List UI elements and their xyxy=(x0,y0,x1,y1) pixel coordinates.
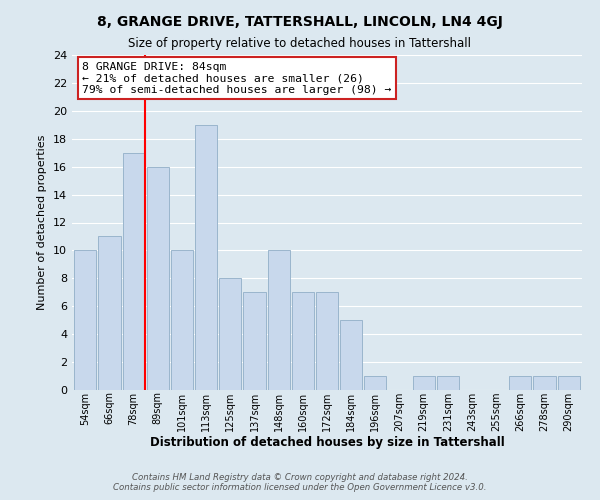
Bar xyxy=(557,376,580,390)
Bar xyxy=(413,376,435,390)
Bar xyxy=(316,292,338,390)
Bar xyxy=(340,320,362,390)
Bar xyxy=(437,376,459,390)
Bar xyxy=(98,236,121,390)
Text: 8, GRANGE DRIVE, TATTERSHALL, LINCOLN, LN4 4GJ: 8, GRANGE DRIVE, TATTERSHALL, LINCOLN, L… xyxy=(97,15,503,29)
Text: Size of property relative to detached houses in Tattershall: Size of property relative to detached ho… xyxy=(128,38,472,51)
Bar xyxy=(268,250,290,390)
Text: 8 GRANGE DRIVE: 84sqm
← 21% of detached houses are smaller (26)
79% of semi-deta: 8 GRANGE DRIVE: 84sqm ← 21% of detached … xyxy=(82,62,392,95)
Bar xyxy=(74,250,97,390)
Bar xyxy=(122,152,145,390)
X-axis label: Distribution of detached houses by size in Tattershall: Distribution of detached houses by size … xyxy=(149,436,505,450)
Bar xyxy=(195,125,217,390)
Y-axis label: Number of detached properties: Number of detached properties xyxy=(37,135,47,310)
Bar xyxy=(146,166,169,390)
Bar xyxy=(171,250,193,390)
Bar xyxy=(533,376,556,390)
Bar xyxy=(364,376,386,390)
Text: Contains HM Land Registry data © Crown copyright and database right 2024.
Contai: Contains HM Land Registry data © Crown c… xyxy=(113,473,487,492)
Bar xyxy=(509,376,532,390)
Bar xyxy=(244,292,266,390)
Bar xyxy=(219,278,241,390)
Bar xyxy=(292,292,314,390)
